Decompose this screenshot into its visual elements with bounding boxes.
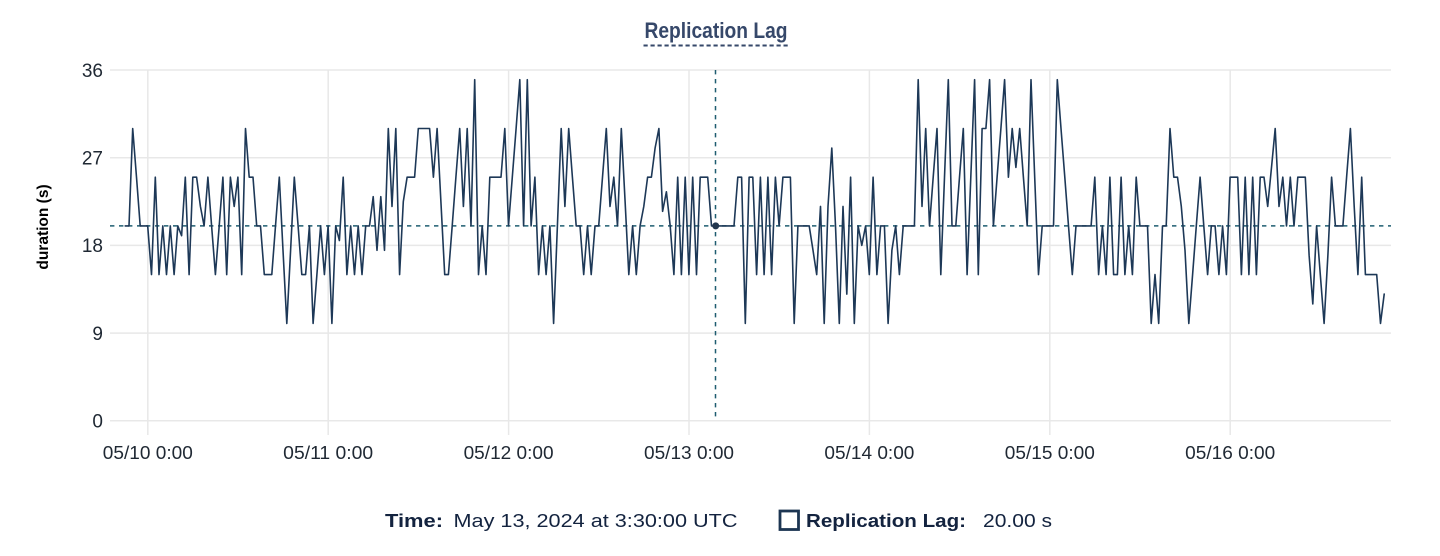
svg-text:9: 9 bbox=[92, 324, 103, 345]
svg-text:05/14 0:00: 05/14 0:00 bbox=[824, 443, 914, 463]
svg-text:duration (s): duration (s) bbox=[35, 184, 52, 269]
svg-text:Replication Lag:: Replication Lag: bbox=[806, 511, 966, 531]
svg-text:05/10 0:00: 05/10 0:00 bbox=[103, 443, 193, 463]
svg-text:27: 27 bbox=[82, 149, 103, 170]
svg-text:20.00 s: 20.00 s bbox=[983, 511, 1052, 531]
svg-text:05/15 0:00: 05/15 0:00 bbox=[1005, 443, 1095, 463]
svg-text:Replication Lag: Replication Lag bbox=[645, 18, 788, 43]
svg-text:05/13 0:00: 05/13 0:00 bbox=[644, 443, 734, 463]
svg-text:18: 18 bbox=[82, 236, 103, 257]
svg-text:Time:: Time: bbox=[385, 511, 443, 531]
svg-text:May 13, 2024 at 3:30:00 UTC: May 13, 2024 at 3:30:00 UTC bbox=[454, 511, 738, 531]
svg-text:05/16 0:00: 05/16 0:00 bbox=[1185, 443, 1275, 463]
svg-text:0: 0 bbox=[92, 412, 103, 433]
svg-text:36: 36 bbox=[82, 61, 103, 82]
svg-text:05/12 0:00: 05/12 0:00 bbox=[464, 443, 554, 463]
svg-text:05/11 0:00: 05/11 0:00 bbox=[283, 443, 373, 463]
